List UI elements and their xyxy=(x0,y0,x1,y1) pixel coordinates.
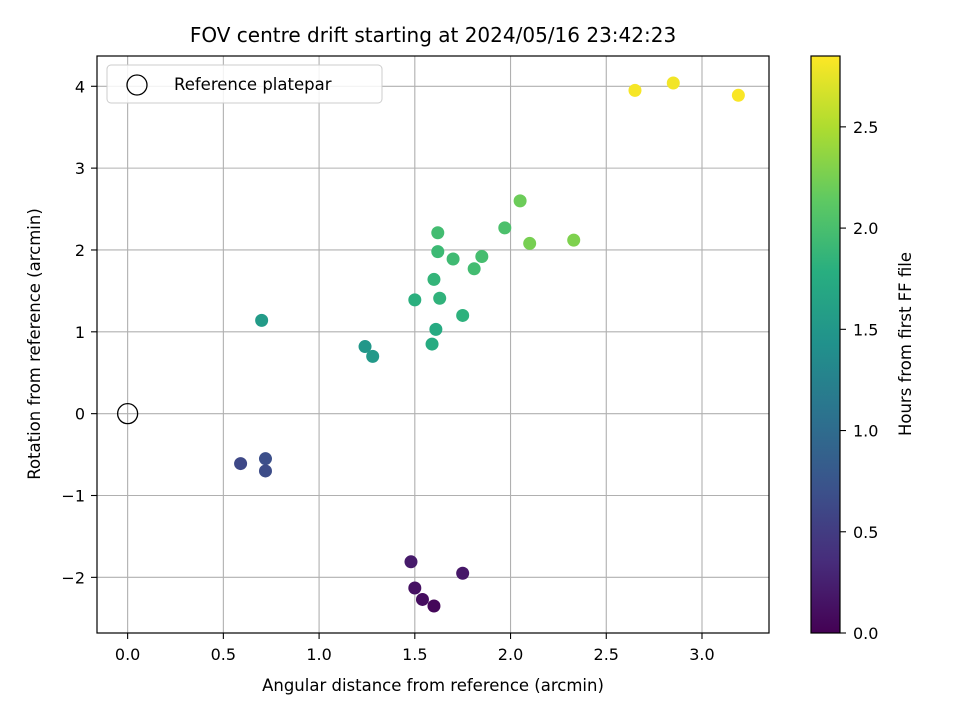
y-tick-label: 4 xyxy=(75,77,85,96)
x-tick-label: 3.0 xyxy=(689,645,714,664)
colorbar-frame xyxy=(810,55,841,634)
y-axis-ticks: −2 −1 0 1 2 3 4 xyxy=(61,77,97,587)
legend-label: Reference platepar xyxy=(174,75,332,94)
y-tick-label: 3 xyxy=(75,159,85,178)
x-axis-label: Angular distance from reference (arcmin) xyxy=(262,676,604,695)
data-point xyxy=(731,88,745,102)
data-point xyxy=(427,599,441,613)
x-tick-label: 0.5 xyxy=(211,645,236,664)
y-tick-label: 0 xyxy=(75,405,85,424)
legend-box xyxy=(106,64,383,104)
data-points xyxy=(116,76,745,613)
data-point xyxy=(408,293,422,307)
colorbar-ticks: 0.0 0.5 1.0 1.5 2.0 2.5 xyxy=(840,118,878,643)
colorbar-tick-label: 0.5 xyxy=(853,523,878,542)
colorbar-gradient xyxy=(811,56,840,633)
data-point xyxy=(567,233,581,247)
x-tick-label: 1.5 xyxy=(402,645,427,664)
colorbar-tick-label: 1.5 xyxy=(853,320,878,339)
data-point xyxy=(433,291,447,305)
colorbar-tick-label: 2.0 xyxy=(853,219,878,238)
data-point xyxy=(425,337,439,351)
y-tick-label: 2 xyxy=(75,241,85,260)
legend: Reference platepar xyxy=(106,64,383,104)
data-point xyxy=(358,340,372,354)
x-tick-label: 0.0 xyxy=(115,645,140,664)
data-point xyxy=(258,464,272,478)
colorbar-tick-label: 1.0 xyxy=(853,422,878,441)
x-tick-label: 2.0 xyxy=(498,645,523,664)
data-point xyxy=(456,566,470,580)
colorbar-label: Hours from first FF file xyxy=(896,252,915,436)
data-point xyxy=(258,452,272,466)
y-axis-label: Rotation from reference (arcmin) xyxy=(25,208,44,480)
x-axis-ticks: 0.0 0.5 1.0 1.5 2.0 2.5 3.0 xyxy=(115,633,715,664)
data-point xyxy=(429,322,443,336)
data-point xyxy=(366,349,380,363)
data-point xyxy=(513,194,527,208)
data-point xyxy=(431,226,445,240)
data-point xyxy=(456,308,470,322)
colorbar-tick-label: 0.0 xyxy=(853,624,878,643)
y-tick-label: −2 xyxy=(61,568,85,587)
data-point xyxy=(431,245,445,259)
data-point xyxy=(408,581,422,595)
data-point xyxy=(467,262,481,276)
data-point xyxy=(255,313,269,327)
data-point xyxy=(666,76,680,90)
data-point xyxy=(446,252,460,266)
y-tick-label: −1 xyxy=(61,487,85,506)
data-point xyxy=(234,457,248,471)
grid xyxy=(97,56,769,633)
colorbar-tick-label: 2.5 xyxy=(853,118,878,137)
chart-title: FOV centre drift starting at 2024/05/16 … xyxy=(190,23,676,47)
data-point xyxy=(415,592,429,606)
data-point xyxy=(498,221,512,235)
reference-point-marker xyxy=(116,403,139,425)
colorbar: 0.0 0.5 1.0 1.5 2.0 2.5 Hours from first FF f… xyxy=(810,55,915,643)
data-point xyxy=(427,272,441,286)
data-point xyxy=(475,250,489,264)
data-point xyxy=(404,555,418,569)
plot-frame xyxy=(96,55,770,634)
x-tick-label: 2.5 xyxy=(594,645,619,664)
x-tick-label: 1.0 xyxy=(306,645,331,664)
data-point xyxy=(628,83,642,97)
legend-marker-circle-icon xyxy=(126,74,148,96)
data-point xyxy=(523,236,537,250)
y-tick-label: 1 xyxy=(75,323,85,342)
